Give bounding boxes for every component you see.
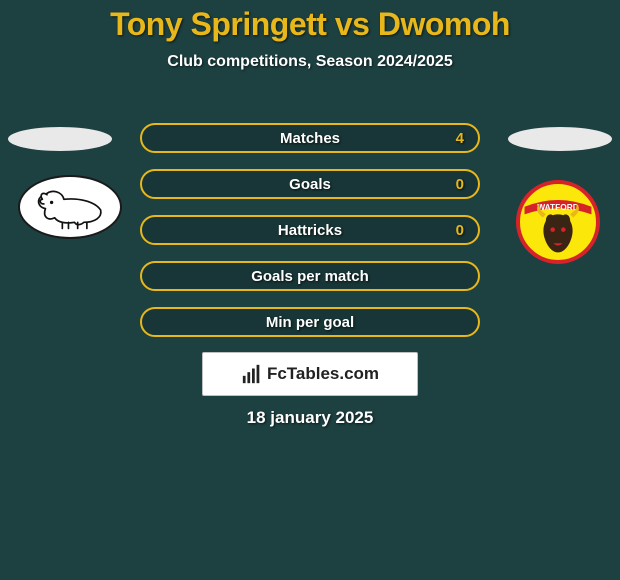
- header: Tony Springett vs Dwomoh Club competitio…: [0, 0, 620, 71]
- bar-chart-icon: [241, 363, 263, 385]
- crest-right-banner-text: WATFORD: [537, 202, 579, 212]
- stat-pill: Hattricks0: [140, 215, 480, 245]
- brand-text: FcTables.com: [267, 364, 379, 384]
- stat-label: Matches: [142, 130, 478, 147]
- stat-label: Goals per match: [142, 268, 478, 285]
- player-photo-left-placeholder: [8, 127, 112, 151]
- stat-pill-body: Hattricks0: [140, 215, 480, 245]
- stat-pill-body: Matches4: [140, 123, 480, 153]
- page-subtitle: Club competitions, Season 2024/2025: [0, 53, 620, 71]
- club-crest-right: WATFORD: [516, 180, 600, 264]
- ram-icon: [30, 184, 110, 230]
- footer-date: 18 january 2025: [0, 408, 620, 428]
- stat-value-right: 4: [456, 130, 464, 147]
- stat-pill-body: Goals0: [140, 169, 480, 199]
- stat-value-right: 0: [456, 222, 464, 239]
- stat-label: Hattricks: [142, 222, 478, 239]
- stat-pill: Min per goal: [140, 307, 480, 337]
- stat-label: Goals: [142, 176, 478, 193]
- stat-label: Min per goal: [142, 314, 478, 331]
- hornet-moose-icon: WATFORD: [520, 180, 596, 264]
- stat-pill: Matches4: [140, 123, 480, 153]
- club-crest-left: [18, 175, 122, 239]
- stat-pill-body: Goals per match: [140, 261, 480, 291]
- stat-value-right: 0: [456, 176, 464, 193]
- stat-pill: Goals0: [140, 169, 480, 199]
- player-photo-right-placeholder: [508, 127, 612, 151]
- page-title: Tony Springett vs Dwomoh: [0, 6, 620, 43]
- stat-pill-body: Min per goal: [140, 307, 480, 337]
- stat-pill: Goals per match: [140, 261, 480, 291]
- brand-box: FcTables.com: [202, 352, 418, 396]
